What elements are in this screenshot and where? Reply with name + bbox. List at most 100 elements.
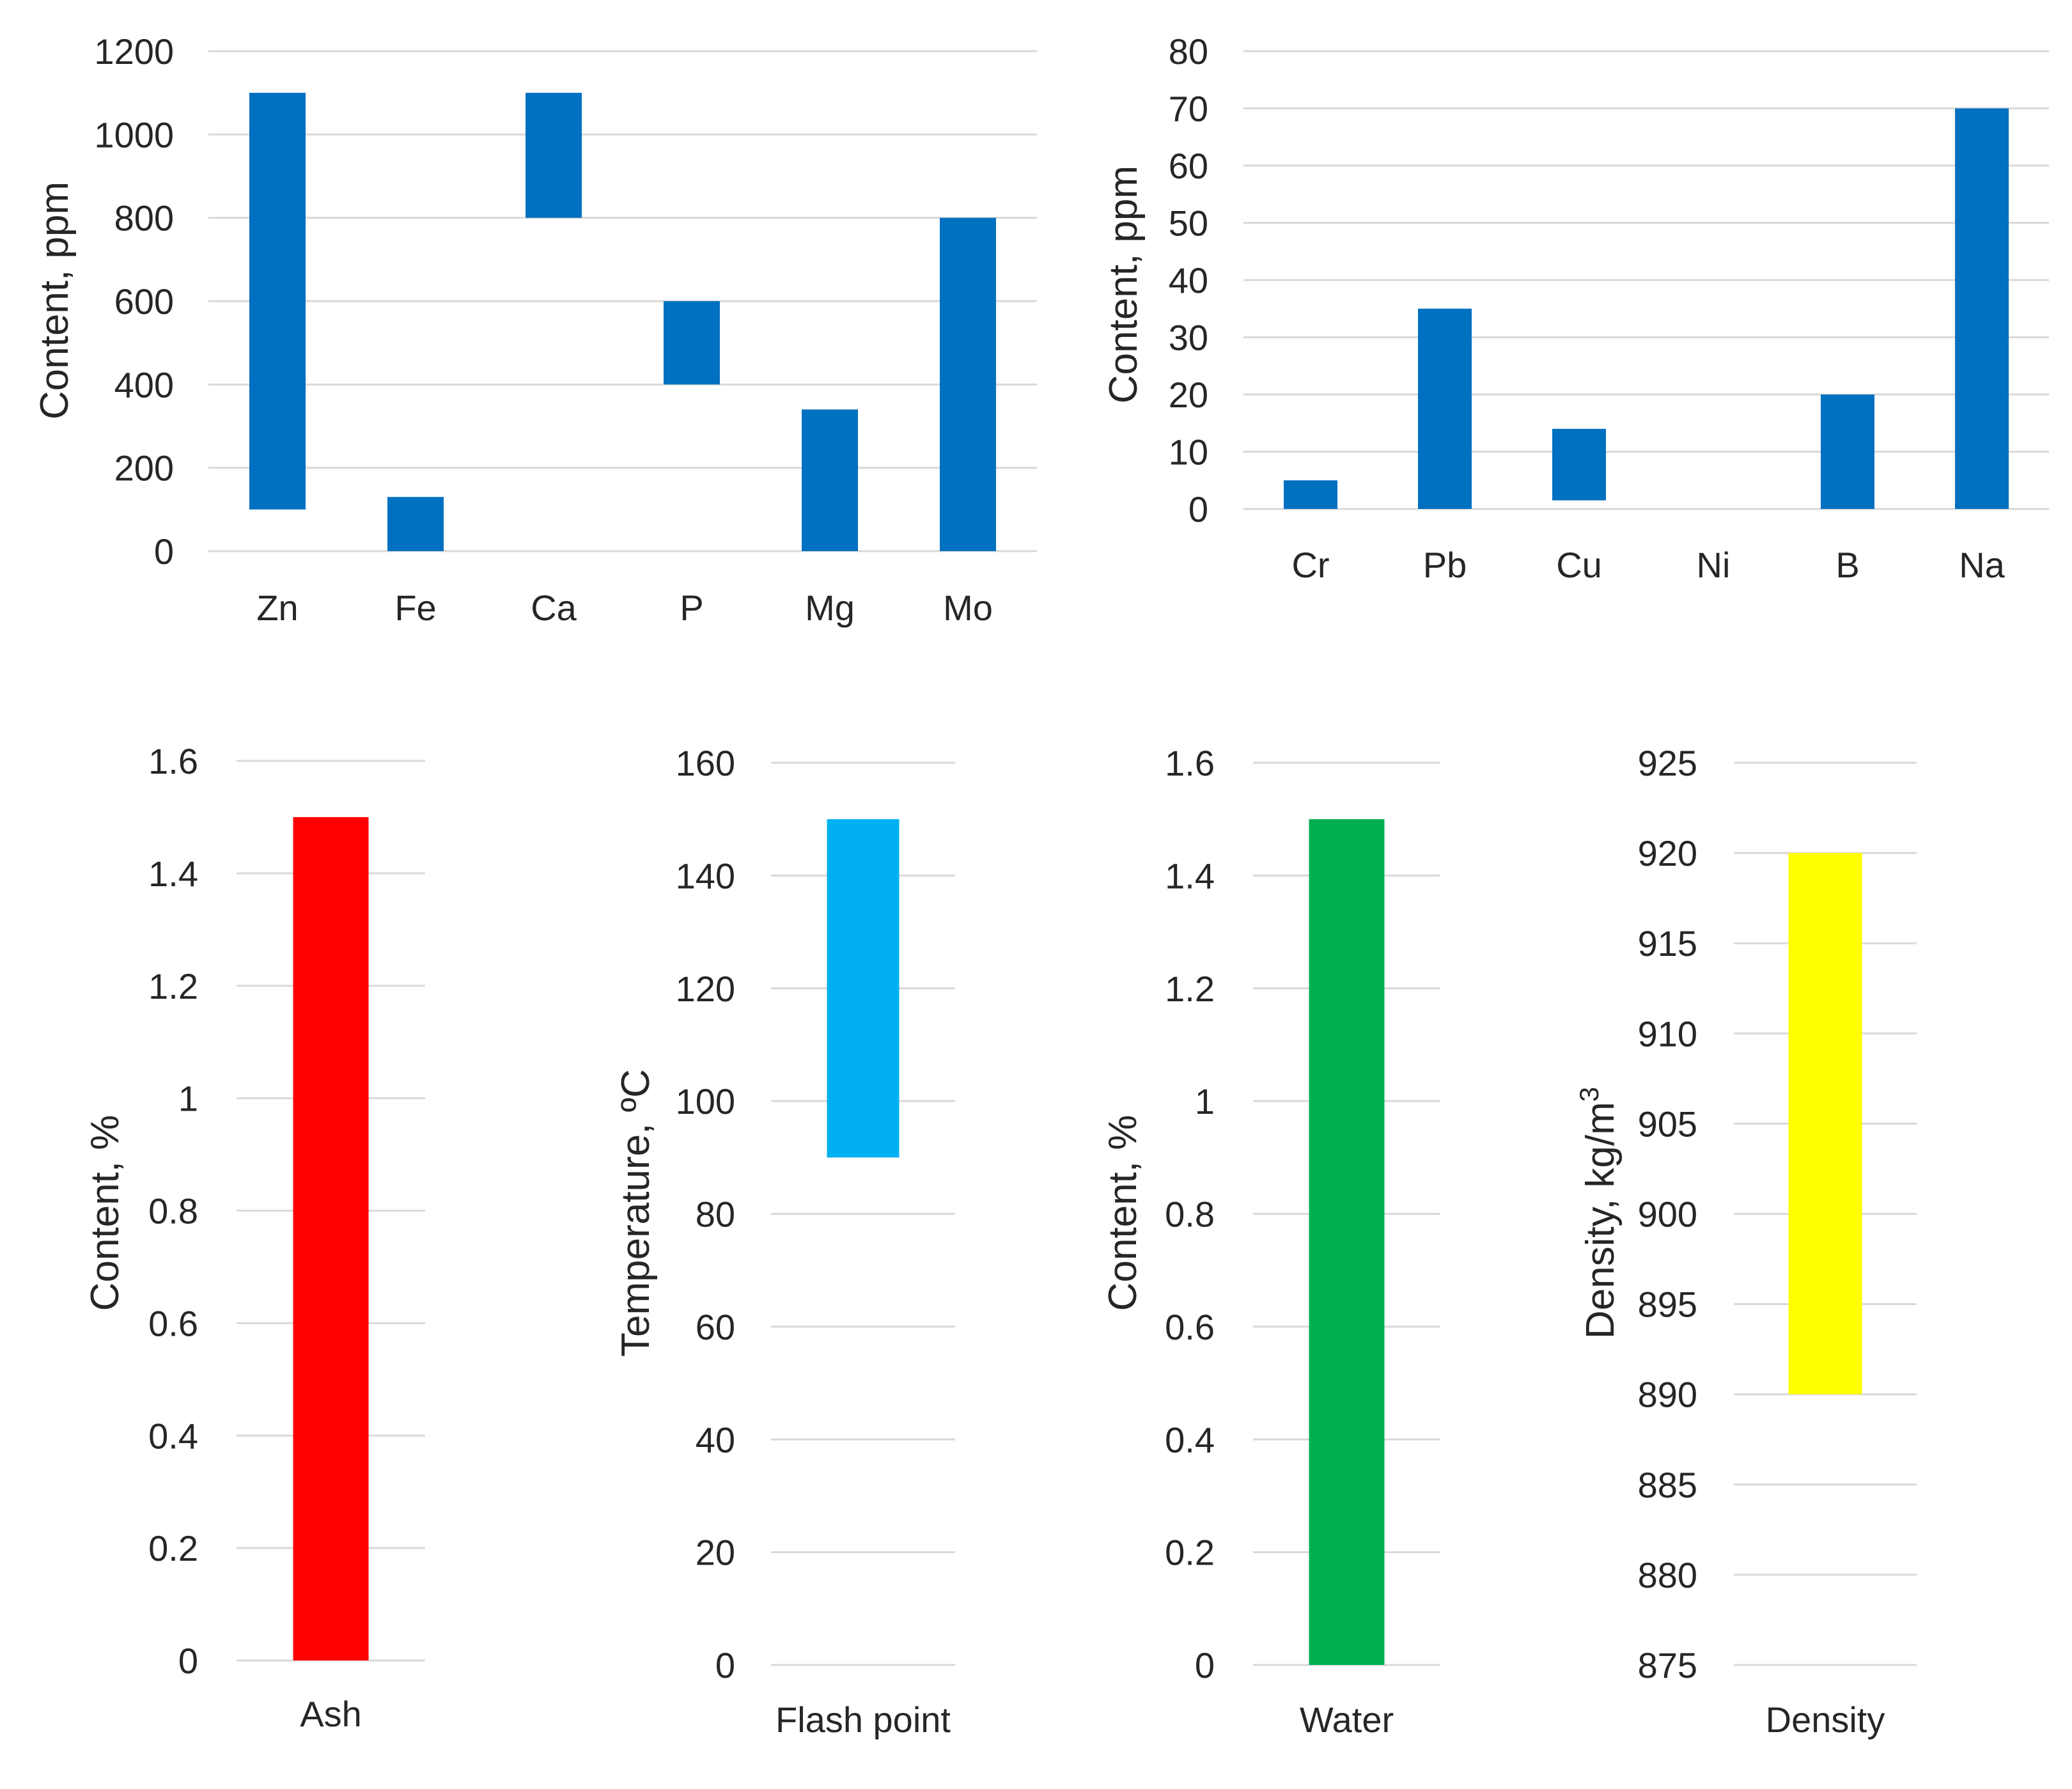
y-tick-label: 915 <box>1638 923 1697 964</box>
y-axis-title: Content, % <box>1101 1115 1145 1311</box>
y-axis-title: Content, ppm <box>1102 166 1146 403</box>
y-tick-label: 80 <box>1169 31 1208 72</box>
category-label: Ash <box>300 1694 362 1734</box>
category-label: P <box>680 588 703 628</box>
chart-flash-point: 0 20 40 60 80 100 120 140 160 Flash point Temperat… <box>614 743 955 1740</box>
category-label: Mo <box>943 588 993 628</box>
category-label: Fe <box>394 588 436 628</box>
category-label: Ca <box>531 588 577 628</box>
category-label: Cu <box>1556 545 1602 585</box>
y-tick-label: 1000 <box>94 114 174 155</box>
y-axis-title-text: Temperature, ºC <box>614 1069 658 1357</box>
y-tick-label: 1.6 <box>1165 743 1215 783</box>
y-axis-title-text: Content, % <box>83 1115 127 1311</box>
bar-pb <box>1418 308 1472 509</box>
category-label: Mg <box>805 588 855 628</box>
y-tick-label: 200 <box>114 448 174 488</box>
y-tick-label: 900 <box>1638 1194 1697 1235</box>
bar-b <box>1821 395 1874 509</box>
y-axis-title-text: Content, ppm <box>33 182 77 419</box>
y-tick-label: 0 <box>178 1641 198 1681</box>
y-tick-label: 1200 <box>94 31 174 72</box>
y-tick-label: 0.4 <box>1165 1419 1215 1460</box>
y-tick-label: 1.6 <box>148 741 198 781</box>
chart-water: 0 0.2 0.4 0.6 0.8 1 1.2 1.4 1.6 Water Content, % <box>1101 743 1440 1740</box>
y-tick-label: 885 <box>1638 1465 1697 1505</box>
y-tick-label: 1 <box>178 1079 198 1119</box>
y-tick-label: 60 <box>1169 146 1208 186</box>
y-tick-label: 0 <box>1195 1645 1215 1685</box>
y-tick-label: 120 <box>676 969 735 1009</box>
y-tick-label: 50 <box>1169 203 1208 244</box>
bar-zn <box>249 93 306 510</box>
y-axis-title-text: Content, ppm <box>1102 166 1146 403</box>
y-tick-label: 0.8 <box>1165 1194 1215 1235</box>
y-tick-label: 895 <box>1638 1285 1697 1325</box>
y-tick-label: 1.2 <box>1165 969 1215 1009</box>
chart-density: 875 880 885 890 895 900 905 910 915 920 925 Density… <box>1574 743 1917 1740</box>
y-tick-label: 905 <box>1638 1104 1697 1144</box>
y-tick-label: 1.4 <box>148 854 198 894</box>
bar-mg <box>802 409 858 551</box>
y-tick-label: 0.6 <box>1165 1307 1215 1347</box>
y-tick-label: 0.2 <box>1165 1533 1215 1573</box>
category-label: Water <box>1300 1699 1394 1740</box>
chart-elements-high: 0 200 400 600 800 1000 1200 Zn Fe Ca P Mg Mo Content,… <box>33 31 1037 628</box>
bar-ash <box>293 816 369 1660</box>
category-label: Cr <box>1291 545 1329 585</box>
y-tick-label: 140 <box>676 855 735 896</box>
y-tick-label: 600 <box>114 281 174 322</box>
bar-mo <box>940 217 996 552</box>
bar-flash-point <box>827 819 900 1158</box>
bar-na <box>1955 108 2009 509</box>
y-tick-label: 160 <box>676 743 735 783</box>
y-tick-label: 0 <box>715 1645 735 1685</box>
category-label: Pb <box>1423 545 1467 585</box>
y-tick-label: 0 <box>1188 489 1208 529</box>
y-tick-label: 40 <box>696 1419 735 1460</box>
category-label: Density <box>1766 1699 1885 1740</box>
y-tick-label: 400 <box>114 364 174 405</box>
bar-cr <box>1284 480 1337 509</box>
y-tick-label: 10 <box>1169 432 1208 473</box>
category-label: Flash point <box>775 1699 951 1740</box>
y-axis-title: Temperature, ºC <box>614 1069 658 1357</box>
y-tick-label: 1.2 <box>148 966 198 1006</box>
y-tick-label: 1.4 <box>1165 855 1215 896</box>
y-tick-label: 890 <box>1638 1375 1697 1415</box>
y-tick-label: 40 <box>1169 260 1208 301</box>
bar-density <box>1788 853 1862 1394</box>
y-axis-title-superscript: 3 <box>1574 1087 1604 1102</box>
bar-p <box>664 301 720 385</box>
bar-ca <box>526 93 582 218</box>
bar-water <box>1309 819 1385 1665</box>
bar-fe <box>387 497 444 551</box>
y-tick-label: 20 <box>696 1533 735 1573</box>
y-axis-title: Content, % <box>83 1115 127 1311</box>
y-tick-label: 30 <box>1169 318 1208 358</box>
y-tick-label: 20 <box>1169 375 1208 415</box>
y-tick-label: 925 <box>1638 743 1697 783</box>
y-tick-label: 0 <box>154 531 174 572</box>
category-label: Na <box>1959 545 2005 585</box>
category-label: B <box>1835 545 1859 585</box>
y-tick-label: 920 <box>1638 833 1697 873</box>
y-tick-label: 0.4 <box>148 1416 198 1456</box>
y-tick-label: 70 <box>1169 89 1208 129</box>
y-tick-label: 875 <box>1638 1645 1697 1685</box>
bar-cu <box>1552 428 1606 501</box>
y-tick-label: 0.6 <box>148 1303 198 1343</box>
y-tick-label: 100 <box>676 1081 735 1121</box>
y-tick-label: 60 <box>696 1307 735 1347</box>
y-tick-label: 80 <box>696 1194 735 1235</box>
y-axis-title-text: Density, kg/m <box>1578 1102 1623 1339</box>
category-label: Ni <box>1697 545 1731 585</box>
y-tick-label: 1 <box>1195 1081 1215 1121</box>
y-tick-label: 0.8 <box>148 1191 198 1231</box>
chart-ash: 0 0.2 0.4 0.6 0.8 1 1.2 1.4 1.6 Ash Content, % <box>83 741 425 1734</box>
y-axis-title-text: Content, % <box>1101 1115 1145 1311</box>
y-tick-label: 910 <box>1638 1013 1697 1054</box>
y-axis-title: Density, kg/m3 <box>1574 1087 1623 1339</box>
chart-elements-low: 0 10 20 30 40 50 60 70 80 Cr Pb Cu Ni B Na Content, ppm <box>1102 31 2049 585</box>
